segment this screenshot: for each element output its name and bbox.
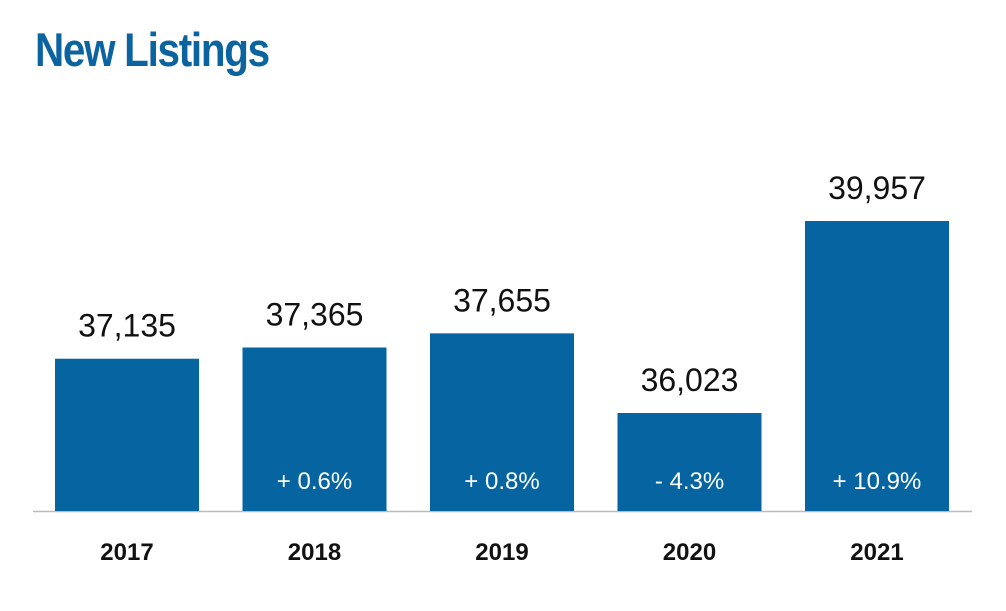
value-label-2017: 37,135 [78,308,176,344]
x-tick-label-2018: 2018 [288,539,341,566]
change-label-2019: + 0.8% [464,468,539,495]
x-tick-label-2020: 2020 [663,539,716,566]
change-label-2018: + 0.6% [277,468,352,495]
chart-title: New Listings [35,23,270,76]
value-label-2019: 37,655 [453,282,551,318]
value-label-2021: 39,957 [828,170,926,206]
bar-2021 [805,221,949,511]
bar-2017 [55,358,199,511]
bar-2020 [617,413,762,511]
bar-2019 [430,333,574,511]
x-tick-label-2021: 2021 [850,539,903,566]
value-label-2020: 36,023 [641,362,739,398]
change-label-2020: - 4.3% [655,468,724,495]
x-tick-label-2017: 2017 [100,539,153,566]
bar-2018 [242,347,387,511]
x-tick-label-2019: 2019 [475,539,528,566]
value-label-2018: 37,365 [266,297,364,333]
change-label-2021: + 10.9% [833,468,922,495]
